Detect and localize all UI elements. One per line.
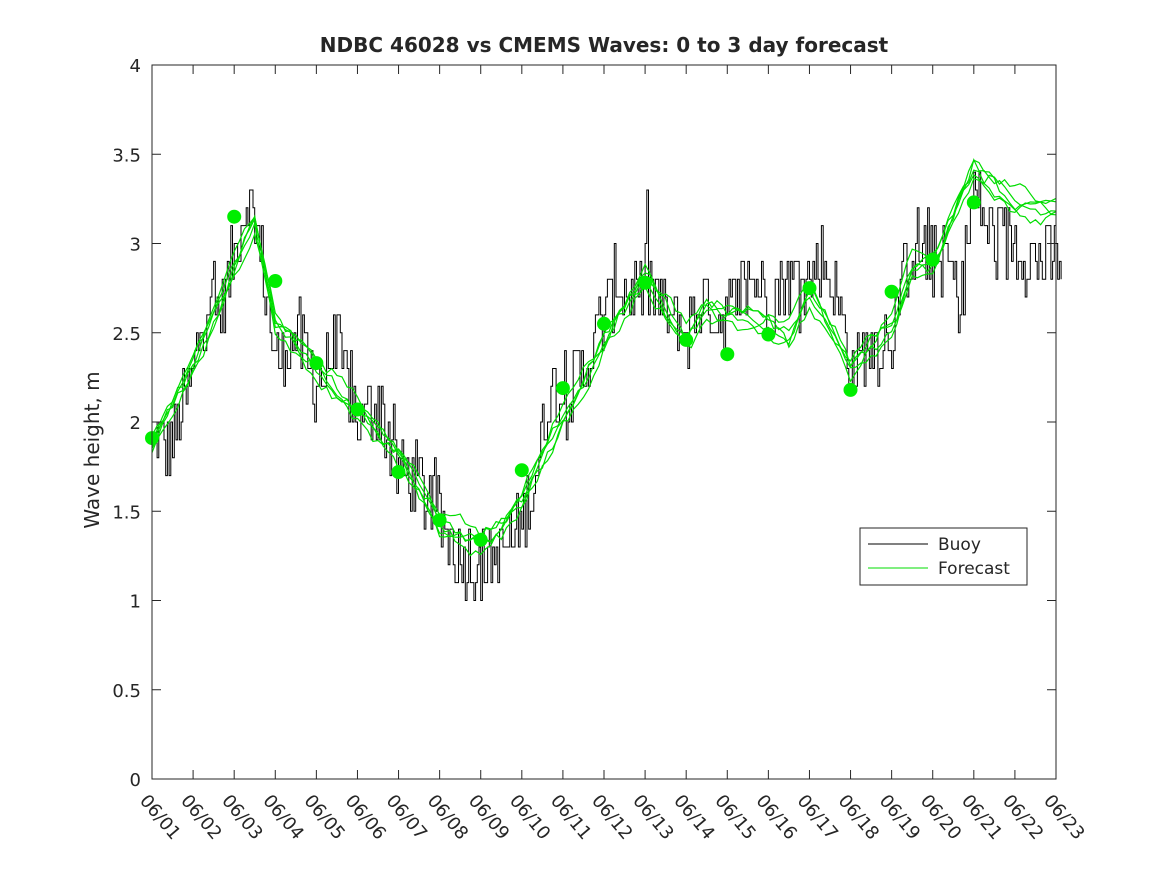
forecast-point-marker: [227, 209, 242, 224]
forecast-point-marker: [391, 465, 406, 479]
x-tick-label: 06/02: [176, 791, 225, 844]
plot-area: [152, 65, 1056, 779]
forecast-point-marker: [679, 332, 694, 347]
x-tick-label: 06/07: [382, 791, 431, 844]
forecast-point-marker: [555, 381, 570, 396]
x-tick-label: 06/08: [423, 791, 472, 844]
legend-buoy-label: Buoy: [938, 535, 981, 555]
y-tick-label: 0.5: [112, 681, 141, 702]
forecast-point-marker: [843, 382, 858, 397]
forecast-point-marker: [350, 402, 365, 417]
x-tick-label: 06/05: [300, 791, 349, 844]
x-tick-label: 06/18: [834, 791, 883, 844]
y-tick-label: 1: [130, 592, 141, 613]
x-tick-label: 06/23: [1039, 791, 1088, 844]
x-tick-label: 06/21: [957, 791, 1006, 844]
x-tick-label: 06/10: [505, 791, 554, 844]
x-tick-label: 06/03: [217, 791, 266, 844]
forecast-series-line: [151, 174, 1057, 540]
x-tick-label: 06/13: [628, 791, 677, 844]
y-tick-label: 2: [130, 413, 141, 434]
legend-forecast-label: Forecast: [938, 559, 1010, 579]
x-tick-label: 06/19: [875, 791, 924, 844]
forecast-point-marker: [514, 463, 529, 478]
x-tick-label: 06/15: [710, 791, 759, 844]
x-tick-label: 06/01: [135, 791, 184, 844]
y-tick-label: 3: [130, 235, 141, 256]
forecast-point-marker: [925, 252, 940, 267]
x-tick-label: 06/12: [587, 791, 636, 844]
y-axis-label: Wave height, m: [80, 371, 104, 528]
forecast-point-marker: [309, 356, 324, 371]
x-tick-label: 06/04: [258, 791, 307, 844]
y-tick-label: 4: [130, 56, 141, 77]
y-tick-label: 2.5: [112, 324, 141, 345]
data-layer: [145, 158, 1062, 601]
x-tick-label: 06/16: [752, 791, 801, 844]
x-tick-label: 06/11: [546, 791, 595, 844]
y-tick-label: 1.5: [112, 502, 141, 523]
forecast-point-marker: [473, 532, 488, 547]
forecast-point-marker: [720, 347, 735, 362]
forecast-point-marker: [884, 284, 899, 299]
legend: Buoy Forecast: [859, 527, 1028, 586]
y-tick-label: 3.5: [112, 145, 141, 166]
forecast-series-line: [151, 174, 1057, 543]
x-tick-label: 06/17: [793, 791, 842, 844]
forecast-series-line: [151, 159, 1057, 557]
forecast-point-marker: [597, 316, 611, 331]
forecast-point-marker: [638, 275, 653, 290]
forecast-series-line: [151, 158, 1057, 543]
x-tick-label: 06/14: [669, 791, 718, 844]
forecast-point-marker: [268, 274, 283, 288]
forecast-point-marker: [761, 327, 776, 342]
x-tick-label: 06/09: [464, 791, 513, 844]
forecast-point-marker: [802, 281, 817, 296]
x-tick-label: 06/06: [341, 791, 390, 844]
y-tick-label: 0: [130, 770, 141, 791]
forecast-point-marker: [432, 513, 447, 528]
forecast-point-marker: [966, 195, 981, 210]
legend-box: [859, 527, 1028, 586]
x-tick-label: 06/20: [916, 791, 965, 844]
x-tick-label: 06/22: [998, 791, 1047, 844]
chart-title: NDBC 46028 vs CMEMS Waves: 0 to 3 day fo…: [320, 33, 889, 57]
